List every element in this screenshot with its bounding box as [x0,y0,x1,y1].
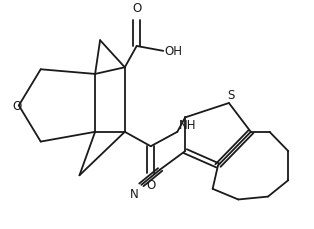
Text: O: O [146,179,155,192]
Text: N: N [129,187,138,200]
Text: S: S [227,88,234,101]
Text: O: O [132,2,141,15]
Text: O: O [13,99,22,112]
Text: NH: NH [179,118,196,131]
Text: OH: OH [165,45,183,58]
